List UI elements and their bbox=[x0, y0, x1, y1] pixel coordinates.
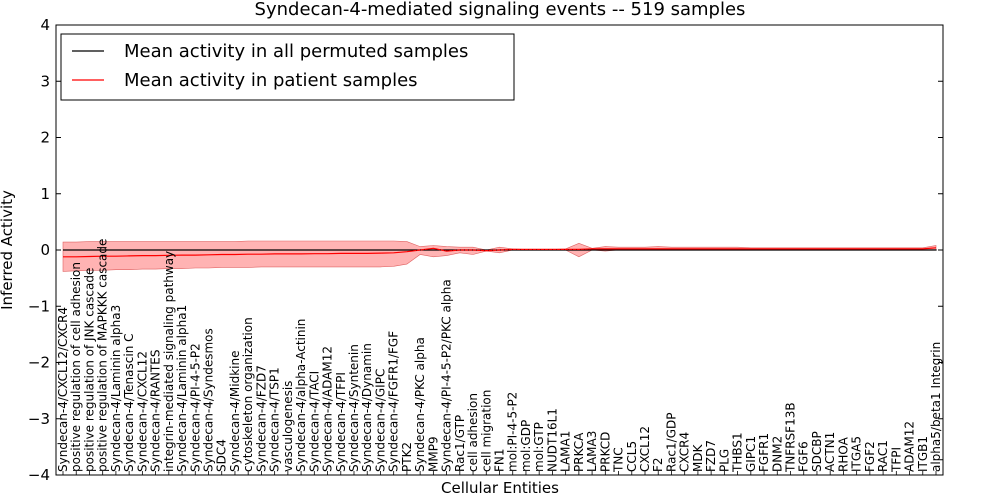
y-tick-label: −2 bbox=[28, 354, 50, 372]
category-label: Syndecan-4/CXCL12 bbox=[135, 351, 149, 472]
category-label: Rac1/GDP bbox=[665, 413, 679, 472]
series-line-patient bbox=[63, 247, 937, 258]
category-label: Syndecan-4/CXCL12/CXCR4 bbox=[56, 307, 70, 472]
category-label: vasculogenesis bbox=[281, 381, 295, 472]
category-label: mol:GTP bbox=[532, 422, 546, 472]
category-label: FGFR1 bbox=[757, 433, 771, 472]
category-label: TFPI bbox=[889, 447, 903, 473]
y-axis-ticks: −4 −3 −2 −1 0 1 2 3 4 bbox=[28, 16, 943, 484]
category-label: Syndecan-4/Tenascin C bbox=[122, 333, 136, 472]
category-label: PRKCA bbox=[572, 432, 586, 472]
category-label: cell migration bbox=[479, 390, 493, 472]
category-label: CCL5 bbox=[625, 441, 639, 472]
category-label: PRKCD bbox=[598, 432, 612, 472]
category-label: Rac1/GTP bbox=[453, 415, 467, 472]
category-label: Syndecan-4/Laminin alpha1 bbox=[175, 305, 189, 472]
category-label: ITGA5 bbox=[850, 436, 864, 472]
category-label: cytoskeleton organization bbox=[241, 317, 255, 472]
category-label: mol:GDP bbox=[519, 420, 533, 472]
category-label: Syndecan-4/TACI bbox=[307, 371, 321, 472]
category-label: positive regulation of MAPKKK cascade bbox=[96, 239, 110, 472]
category-label: FN1 bbox=[493, 448, 507, 472]
y-tick-label: 0 bbox=[40, 241, 50, 259]
category-label: SDC4 bbox=[215, 439, 229, 472]
y-tick-label: 3 bbox=[40, 72, 50, 90]
category-label: GIPC1 bbox=[744, 436, 758, 472]
category-label: TNC bbox=[612, 447, 626, 473]
category-label: Syndecan-4/alpha-Actinin bbox=[294, 319, 308, 472]
category-label: positive regulation of JNK cascade bbox=[83, 268, 97, 472]
category-label: Syndecan-4/Midkine bbox=[228, 351, 242, 472]
category-label: CXCL12 bbox=[638, 426, 652, 472]
category-label: Syndecan-4/FGFR1/FGF bbox=[387, 331, 401, 472]
category-label: cell adhesion bbox=[466, 393, 480, 472]
legend-label-permuted: Mean activity in all permuted samples bbox=[124, 41, 468, 62]
category-label: Syndecan-4/ADAM12 bbox=[321, 346, 335, 472]
category-label: LAMA1 bbox=[559, 431, 573, 472]
category-label: DNM2 bbox=[770, 436, 784, 472]
category-label: integrin-mediated signaling pathway bbox=[162, 251, 176, 472]
category-label: Syndecan-4/Syntenin bbox=[347, 344, 361, 472]
category-label: Syndecan-4/GIPC bbox=[374, 369, 388, 472]
y-tick-label: 2 bbox=[40, 129, 50, 147]
plot-area-frame bbox=[55, 24, 944, 476]
category-label: ADAM12 bbox=[903, 421, 917, 472]
category-label: FGF2 bbox=[863, 441, 877, 472]
category-label: Syndecan-4/Syndesmos bbox=[202, 328, 216, 472]
category-label: PLG bbox=[717, 449, 731, 472]
category-label: Syndecan-4/FZD7 bbox=[254, 365, 268, 472]
y-tick-label: 4 bbox=[40, 16, 50, 34]
category-label: RHOA bbox=[836, 436, 850, 472]
category-label: ACTN1 bbox=[823, 432, 837, 472]
category-label: NUDT16L1 bbox=[545, 408, 559, 472]
category-label: F2 bbox=[651, 457, 665, 472]
legend-box bbox=[60, 33, 515, 101]
y-axis-label: Inferred Activity bbox=[0, 190, 16, 310]
category-label: LAMA3 bbox=[585, 431, 599, 472]
category-label: positive regulation of cell adhesion bbox=[69, 262, 83, 472]
y-tick-label: 1 bbox=[40, 185, 50, 203]
legend: Mean activity in all permuted samples Me… bbox=[60, 33, 515, 101]
category-label: PTK2 bbox=[400, 442, 414, 472]
chart-title: Syndecan-4-mediated signaling events -- … bbox=[255, 0, 746, 20]
category-label: Syndecan-4/PI-4-5-P2 bbox=[188, 343, 202, 472]
category-label: alpha5/beta1 Integrin bbox=[929, 342, 943, 472]
category-label: FZD7 bbox=[704, 440, 718, 472]
category-label: mol:PI-4-5-P2 bbox=[506, 392, 520, 472]
category-label: Syndecan-4/TSP1 bbox=[268, 367, 282, 472]
y-tick-label: −4 bbox=[28, 466, 50, 484]
category-label: FGF6 bbox=[797, 441, 811, 472]
y-tick-label: −3 bbox=[28, 410, 50, 428]
category-label: MMP9 bbox=[426, 436, 440, 472]
category-label: Syndecan-4/PKC alpha bbox=[413, 337, 427, 472]
category-label: Syndecan-4/RANTES bbox=[149, 350, 163, 472]
category-label: ITGB1 bbox=[916, 436, 930, 472]
category-labels: Syndecan-4/CXCL12/CXCR4 positive regulati… bbox=[56, 239, 943, 475]
category-label: Syndecan-4/TFPI bbox=[334, 372, 348, 472]
legend-label-patient: Mean activity in patient samples bbox=[124, 70, 418, 91]
category-label: THBS1 bbox=[731, 432, 745, 473]
category-label: SDCBP bbox=[810, 431, 824, 472]
y-tick-label: −1 bbox=[28, 297, 50, 315]
x-axis-label: Cellular Entities bbox=[441, 479, 559, 497]
category-label: Syndecan-4/Laminin alpha3 bbox=[109, 305, 123, 472]
category-label: MDK bbox=[691, 443, 705, 472]
category-label: TNFRSF13B bbox=[784, 402, 798, 473]
category-label: Syndecan-4/Dynamin bbox=[360, 343, 374, 472]
category-label: Syndecan-4/PI-4-5-P2/PKC alpha bbox=[440, 279, 454, 472]
category-label: CXCR4 bbox=[678, 432, 692, 472]
category-label: RAC1 bbox=[876, 440, 890, 472]
